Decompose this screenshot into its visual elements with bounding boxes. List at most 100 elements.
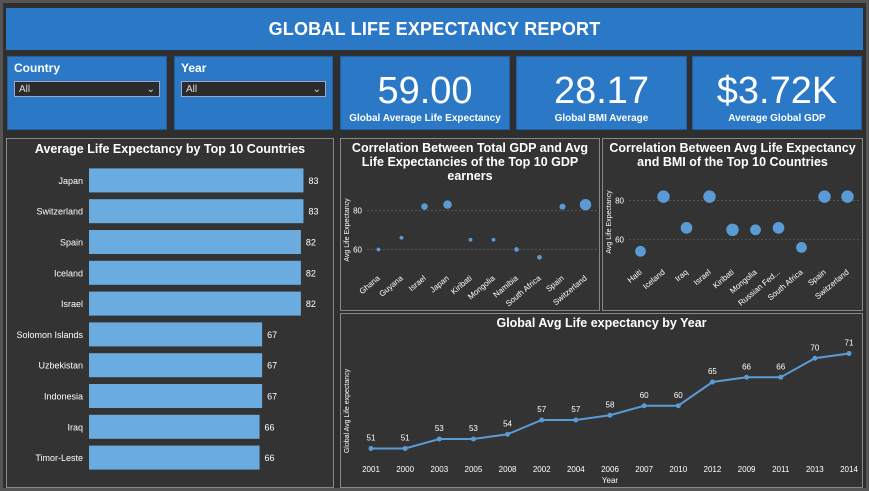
line-data-label: 53: [469, 424, 478, 433]
scatter-point: [399, 235, 404, 240]
y-axis-label: Avg Life Expectancy: [606, 190, 613, 254]
bar: [89, 230, 301, 254]
line-data-label: 53: [435, 424, 444, 433]
scatter-point: [491, 237, 496, 242]
x-tick-label: 2012: [704, 465, 722, 474]
bar: [89, 322, 263, 347]
scatter-point: [514, 247, 519, 252]
bar-category-label: Japan: [58, 176, 83, 186]
line-data-label: 66: [742, 362, 751, 371]
bar: [89, 353, 263, 378]
year-dropdown[interactable]: All ⌄: [181, 81, 326, 97]
scatter-point: [579, 198, 592, 211]
x-tick-label: 2008: [499, 465, 517, 474]
bar-data-label: 66: [265, 422, 275, 432]
bar-chart-title: Average Life Expectancy by Top 10 Countr…: [34, 142, 306, 156]
bar: [89, 445, 260, 470]
x-tick-label: Iceland: [641, 268, 667, 291]
x-tick-label: Israel: [407, 273, 428, 293]
kpi-card-bmi: 28.17 Global BMI Average: [516, 56, 687, 130]
kpi-caption: Global Average Life Expectancy: [349, 113, 501, 124]
kpi-caption: Global BMI Average: [554, 113, 649, 124]
scatter-point: [376, 247, 381, 252]
kpi-caption: Average Global GDP: [728, 113, 826, 124]
line-data-label: 58: [606, 400, 615, 409]
bar: [89, 414, 260, 439]
line-data-label: 70: [810, 343, 819, 352]
line-point: [573, 417, 579, 423]
bar: [89, 260, 301, 285]
line-chart: 51 2001 51 2000 53 2003 53 2005 54 2008 57 2002 57 20…: [344, 339, 858, 486]
scatter-point: [443, 200, 452, 209]
line-point: [778, 374, 784, 380]
bar-chart-panel: Average Life Expectancy by Top 10 Countr…: [6, 138, 334, 488]
bar: [89, 199, 304, 224]
gdp-scatter-panel: Correlation Between Total GDP and Avg Li…: [340, 138, 600, 311]
x-tick-label: Japan: [428, 274, 450, 295]
line-point: [709, 379, 715, 385]
line-data-label: 51: [367, 434, 376, 443]
bar-category-label: Timor-Leste: [35, 453, 83, 463]
scatter-point: [635, 245, 646, 257]
x-tick-label: 2009: [738, 465, 756, 474]
bar-data-label: 82: [306, 268, 316, 278]
scatter-point: [818, 190, 831, 203]
x-tick-label: 2002: [533, 465, 551, 474]
kpi-card-gdp: $3.72K Average Global GDP: [692, 56, 862, 130]
bar: [89, 168, 304, 193]
kpi-value: 59.00: [377, 70, 473, 112]
y-axis-label: Avg Life Expectancy: [344, 198, 351, 262]
bar-category-label: Solomon Islands: [16, 330, 83, 340]
kpi-value: $3.72K: [716, 70, 838, 112]
x-tick-label: 2007: [635, 465, 653, 474]
x-tick-label: 2000: [396, 465, 414, 474]
x-tick-label: 2013: [806, 465, 824, 474]
bar-category-label: Switzerland: [36, 207, 83, 217]
x-tick-label: 2011: [772, 465, 790, 474]
line-point: [607, 412, 613, 418]
report-title: GLOBAL LIFE EXPECTANCY REPORT: [268, 18, 601, 39]
bar-category-label: Uzbekistan: [38, 361, 83, 371]
line-data-label: 57: [571, 405, 580, 414]
line-point: [470, 436, 476, 442]
y-tick-label: 60: [615, 236, 624, 245]
x-tick-label: Guyana: [378, 273, 406, 298]
x-tick-label: Haiti: [626, 268, 644, 285]
bar-category-label: Iraq: [67, 422, 83, 432]
scatter-point: [750, 224, 761, 236]
scatter-point: [796, 241, 807, 253]
line-point: [641, 403, 647, 409]
bar-data-label: 83: [308, 207, 318, 217]
x-tick-label: 2004: [567, 465, 585, 474]
chevron-down-icon: ⌄: [312, 83, 321, 95]
scatter-point: [468, 237, 473, 242]
line-point: [436, 436, 442, 442]
line-chart-title: Global Avg Life expectancy by Year: [496, 316, 707, 330]
line-point: [402, 446, 408, 451]
line-data-label: 66: [776, 362, 785, 371]
bar-data-label: 67: [267, 361, 277, 371]
scatter-point: [421, 203, 428, 210]
line-point: [846, 351, 852, 356]
bar-category-label: Israel: [61, 299, 83, 309]
line-data-label: 54: [503, 419, 512, 428]
bar-data-label: 83: [308, 176, 318, 186]
line-chart-panel: Global Avg Life expectancy by Year 51 200…: [340, 313, 863, 488]
report-header: GLOBAL LIFE EXPECTANCY REPORT: [6, 8, 863, 50]
x-tick-label: Iraq: [673, 268, 689, 284]
y-tick-label: 80: [615, 197, 624, 206]
scatter-point: [559, 203, 566, 210]
y-tick-label: 80: [353, 207, 362, 216]
bar: [89, 384, 263, 408]
y-tick-label: 60: [353, 246, 362, 255]
bmi-scatter-panel: Correlation Between Avg Life Expectancy …: [602, 138, 863, 311]
y-axis-label: Global Avg Life expectancy: [344, 368, 351, 453]
line-point: [539, 417, 545, 423]
scatter-point: [657, 190, 670, 203]
bar-chart: Japan 83 Switzerland 83 Spain 82 Iceland 82 Isra…: [16, 168, 318, 470]
scatter-point: [703, 190, 716, 203]
line-data-label: 71: [845, 339, 854, 348]
country-dropdown[interactable]: All ⌄: [14, 81, 160, 97]
chevron-down-icon: ⌄: [146, 83, 155, 95]
